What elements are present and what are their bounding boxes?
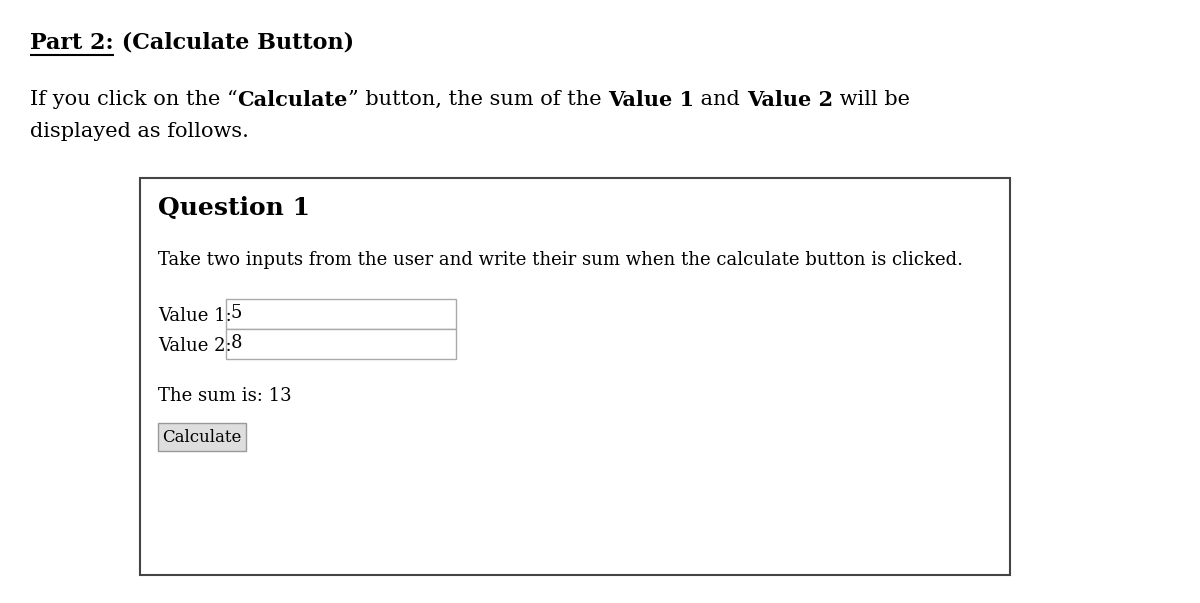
Text: Take two inputs from the user and write their sum when the calculate button is c: Take two inputs from the user and write … <box>158 251 964 269</box>
Text: If you click on the “: If you click on the “ <box>30 90 238 109</box>
Text: 5: 5 <box>230 304 242 322</box>
Text: Value 1:: Value 1: <box>158 307 232 325</box>
Text: Value 1: Value 1 <box>608 90 695 110</box>
Text: and: and <box>695 90 746 109</box>
Text: Calculate: Calculate <box>162 429 241 446</box>
Text: displayed as follows.: displayed as follows. <box>30 122 248 141</box>
Bar <box>140 178 1010 575</box>
Text: (Calculate Button): (Calculate Button) <box>114 32 354 54</box>
Text: Part 2:: Part 2: <box>30 32 114 54</box>
Bar <box>158 423 246 451</box>
Text: Value 2:: Value 2: <box>158 337 232 355</box>
Text: will be: will be <box>833 90 910 109</box>
Bar <box>226 299 456 329</box>
Text: Calculate: Calculate <box>238 90 348 110</box>
Text: ” button, the sum of the: ” button, the sum of the <box>348 90 608 109</box>
Text: 8: 8 <box>230 334 242 352</box>
Text: Question 1: Question 1 <box>158 196 310 220</box>
Text: The sum is: 13: The sum is: 13 <box>158 387 292 405</box>
Bar <box>226 329 456 359</box>
Text: Value 2: Value 2 <box>746 90 833 110</box>
